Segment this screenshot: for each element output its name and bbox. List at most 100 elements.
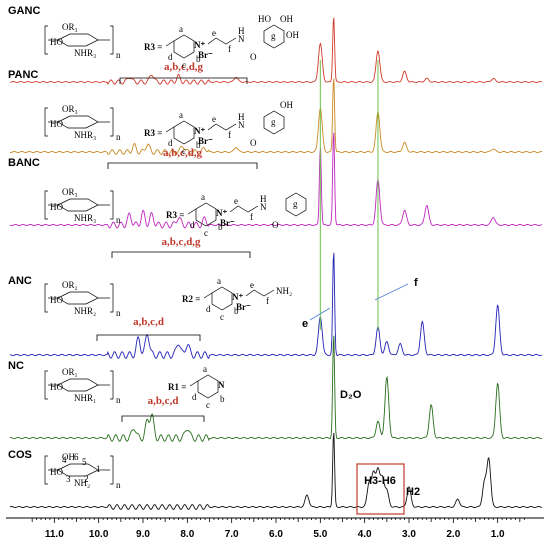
pyranose-ring [57, 115, 99, 129]
counterion-label: Br⁻ [198, 50, 213, 60]
assignment-label: a,b,c,d,g [163, 147, 203, 159]
polymer-bracket-right [110, 370, 114, 400]
ring-label-f: f [266, 296, 269, 306]
assignment-label: a,b,c,d,g [164, 61, 204, 73]
polymer-bracket-right [110, 190, 114, 220]
series-name-anc: ANC [8, 275, 32, 287]
polymer-bracket-left [44, 25, 48, 55]
ring-label-a: a [179, 24, 183, 34]
x-tick-label: 8.0 [180, 529, 194, 540]
ring-label-e: e [212, 28, 216, 38]
ring-label-f: f [228, 130, 231, 140]
annotation-f: f [414, 277, 418, 289]
pyridine-ring [211, 286, 233, 311]
ring-label-c: c [182, 60, 186, 70]
substituent-top: OH [62, 452, 75, 462]
counterion-label: Br⁻ [220, 218, 235, 228]
ring-label-f: f [250, 212, 253, 222]
sugar-unit-cos: OH HO NH₂ n 4 6 5 3 21 [44, 452, 121, 490]
x-tick-label: 3.0 [402, 529, 416, 540]
pyranose-ring [57, 291, 99, 305]
series-labels: GANC PANC BANC ANC NC COS a,b,c,d,g a,b,c,d,g a,… [8, 5, 420, 515]
carbonyl-bond [189, 380, 199, 387]
assignment-bracket [111, 251, 251, 258]
repeat-n: n [116, 395, 121, 405]
carbonyl-bond [187, 208, 197, 215]
spectra-group [9, 17, 543, 510]
r-group-label: R3 = [144, 128, 162, 138]
polymer-bracket-right [110, 455, 114, 485]
ring-label-f: f [228, 44, 231, 54]
x-tick-label: 7.0 [225, 529, 239, 540]
ring-label-a: a [217, 276, 221, 286]
series-name-panc: PANC [8, 69, 38, 81]
repeat-n: n [116, 50, 121, 60]
ring-label-d: d [168, 138, 173, 148]
x-tick-label: 10.0 [89, 529, 109, 540]
spectrum-ganc [9, 17, 543, 85]
phenol-oh: OH [280, 100, 293, 110]
d2o-label: D₂O [340, 389, 362, 401]
ring-label-b: b [196, 54, 201, 64]
phenol-oh: HO [258, 14, 271, 24]
r-group-label: R1 = [168, 382, 186, 392]
assignment-bracket [119, 77, 248, 84]
polymer-bracket-left [44, 107, 48, 137]
hydroxyl-label: HO [50, 295, 63, 305]
ring-label-b: b [220, 394, 225, 404]
benzene-ring [263, 24, 285, 49]
carbon-number: 4 [62, 455, 67, 465]
x-ticks: 11.0 10.0 9.0 8.0 7.0 6.0 5.0 4.0 3.0 2.0 1.0 [31, 518, 525, 540]
pyridine-ring [173, 34, 195, 59]
assignment-label: a,b,c,d [148, 395, 179, 407]
h3-h6-label: H3-H6 [364, 475, 396, 487]
x-tick-label: 6.0 [269, 529, 283, 540]
amide-h: H [260, 194, 267, 204]
r-group-label: R2 = [182, 294, 200, 304]
ring-label-b: b [218, 222, 223, 232]
polymer-bracket-left [44, 455, 48, 485]
substituent-top: OR₃ [62, 104, 78, 114]
ring-label-d: d [206, 304, 211, 314]
pyranose-ring [57, 33, 99, 47]
x-tick-label: 9.0 [136, 529, 150, 540]
assignment-bracket [96, 334, 201, 341]
r-group-label: R3 = [166, 210, 184, 220]
sugar-unit-nc: OR₁ HO NHR₁ n [44, 367, 121, 405]
amide-o: O [272, 220, 279, 230]
x-tick-label: 2.0 [446, 529, 460, 540]
x-tick-label: 11.0 [45, 529, 64, 540]
x-tick-label: 5.0 [313, 529, 327, 540]
sugar-unit-panc: OR₃ HO NHR₃ n [44, 104, 121, 142]
amide-n: N [238, 34, 245, 44]
x-tick-label: 4.0 [358, 529, 372, 540]
repeat-n: n [116, 480, 121, 490]
h3-h6-box [356, 463, 405, 515]
benzene-ring [263, 110, 285, 135]
carbonyl-bond [203, 292, 213, 299]
ring-label-g: g [293, 199, 298, 209]
amide-n: N [260, 202, 267, 212]
polymer-bracket-right [110, 107, 114, 137]
ring-label-b: b [234, 306, 239, 316]
counterion-label: Br⁻ [236, 302, 251, 312]
h2-label: H2 [406, 486, 420, 498]
repeat-n: n [116, 215, 121, 225]
ring-label-a: a [201, 192, 205, 202]
carbon-number: 3 [66, 474, 71, 484]
ring-label-a: a [179, 110, 183, 120]
assignment-bracket [121, 415, 205, 422]
carbon-number: 6 [74, 452, 79, 462]
amine-label: NH₂ [276, 286, 292, 296]
phenol-oh: OH [280, 14, 293, 24]
ring-nitrogen: N⁺ [194, 40, 205, 50]
x-tick-label: 1.0 [491, 529, 505, 540]
sugar-unit-anc: OR₂ HO NHR₂ n [44, 280, 121, 318]
ring-label-c: c [220, 312, 224, 322]
ring-label-c: c [182, 146, 186, 156]
